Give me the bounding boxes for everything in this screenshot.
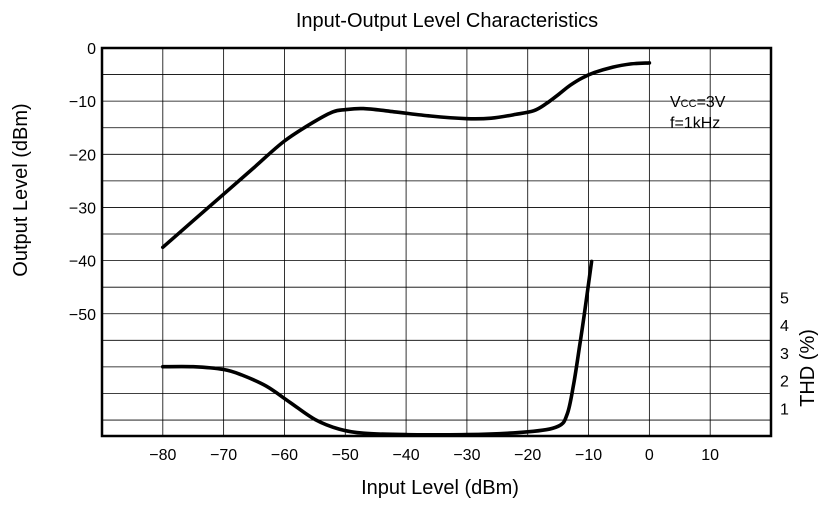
vcc-value: =3V (697, 94, 726, 111)
x-tick-label: −20 (514, 447, 541, 464)
x-tick-label: 0 (645, 447, 654, 464)
y-tick-labels: 0 −10 −20 −30 −40 −50 (69, 41, 96, 324)
x-tick-label: −60 (271, 447, 298, 464)
y2-tick-label: 5 (780, 290, 789, 307)
x-tick-label: 10 (701, 447, 719, 464)
y2-tick-label: 4 (780, 318, 789, 335)
curves (161, 61, 652, 437)
y-tick-label: −40 (69, 254, 96, 271)
chart-title: Input-Output Level Characteristics (296, 10, 598, 32)
y-axis-label: Output Level (dBm) (10, 103, 32, 276)
grid (102, 48, 771, 436)
x-tick-label: −50 (332, 447, 359, 464)
x-tick-label: −80 (149, 447, 176, 464)
x-tick-label: −10 (575, 447, 602, 464)
output-level-curve (161, 61, 652, 250)
vcc-annotation: VCC=3V (670, 94, 726, 111)
y2-tick-label: 2 (780, 374, 789, 391)
thd-curve (161, 259, 594, 437)
x-tick-label: −70 (210, 447, 237, 464)
y-tick-label: −10 (69, 94, 96, 111)
x-tick-label: −30 (453, 447, 480, 464)
x-tick-labels: −80 −70 −60 −50 −40 −30 −20 −10 0 10 (149, 447, 719, 464)
vcc-subscript: CC (681, 98, 697, 110)
y-tick-label: 0 (87, 41, 96, 58)
x-axis-label: Input Level (dBm) (361, 477, 519, 499)
y-tick-label: −30 (69, 200, 96, 217)
vcc-prefix: V (670, 94, 681, 111)
freq-annotation: f=1kHz (670, 115, 720, 132)
y2-axis-label: THD (%) (797, 329, 819, 407)
x-tick-label: −40 (393, 447, 420, 464)
y-tick-label: −50 (69, 307, 96, 324)
y2-tick-label: 1 (780, 401, 789, 418)
y-tick-label: −20 (69, 147, 96, 164)
plot-frame (100, 46, 773, 438)
y2-tick-labels: 1 2 3 4 5 (780, 290, 789, 418)
y2-tick-label: 3 (780, 346, 789, 363)
